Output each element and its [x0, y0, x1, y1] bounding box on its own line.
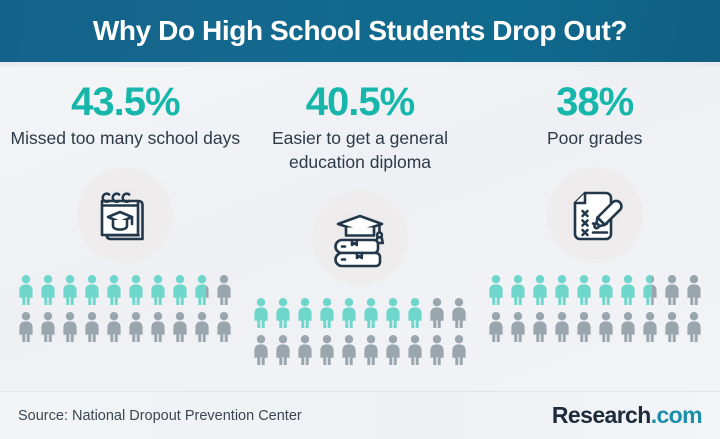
- person-icon: [662, 310, 682, 344]
- person-icon: [640, 273, 660, 307]
- person-icon: [640, 310, 660, 344]
- person-icon: [530, 273, 550, 307]
- person-icon: [596, 310, 616, 344]
- pictogram-group-2: [251, 296, 469, 367]
- pictogram-row: [251, 296, 469, 330]
- header-underline-divider: [0, 62, 720, 67]
- content-area: 43.5% Missed too many school days: [0, 67, 720, 391]
- stat-caption: Poor grades: [547, 128, 643, 148]
- pictogram-row: [16, 273, 234, 307]
- person-icon: [405, 333, 425, 367]
- logo-brand-text: Research: [551, 402, 651, 428]
- person-icon: [104, 273, 124, 307]
- person-icon: [214, 273, 234, 307]
- person-icon: [16, 273, 36, 307]
- person-icon: [684, 310, 704, 344]
- person-icon: [552, 273, 572, 307]
- person-icon: [126, 273, 146, 307]
- pictogram-row: [16, 310, 234, 344]
- person-icon: [508, 310, 528, 344]
- person-icon: [214, 310, 234, 344]
- person-icon: [552, 310, 572, 344]
- person-icon: [273, 333, 293, 367]
- person-icon: [361, 333, 381, 367]
- person-icon: [383, 333, 403, 367]
- person-icon: [486, 273, 506, 307]
- books-graduation-cap-icon: [312, 190, 408, 287]
- stat-caption: Missed too many school days: [10, 128, 241, 148]
- person-icon: [170, 273, 190, 307]
- person-icon: [126, 310, 146, 344]
- person-icon: [104, 310, 124, 344]
- person-icon: [449, 333, 469, 367]
- person-icon: [60, 273, 80, 307]
- pictogram-row: [486, 310, 704, 344]
- stat-column-missed-school-days: 43.5% Missed too many school days: [8, 77, 243, 391]
- person-icon: [339, 296, 359, 330]
- person-icon: [317, 333, 337, 367]
- research-com-logo[interactable]: Research.com: [551, 402, 703, 429]
- person-icon: [574, 310, 594, 344]
- stat-column-poor-grades: 38% Poor grades: [477, 77, 712, 391]
- person-icon: [16, 310, 36, 344]
- person-icon: [530, 310, 550, 344]
- stat-column-general-education-diploma: 40.5% Easier to get a general education …: [243, 77, 478, 391]
- person-icon: [273, 296, 293, 330]
- person-icon: [361, 296, 381, 330]
- person-icon: [618, 310, 638, 344]
- person-icon: [148, 273, 168, 307]
- person-icon: [449, 296, 469, 330]
- source-credit: Source: National Dropout Prevention Cent…: [18, 407, 302, 424]
- footer-bar: Source: National Dropout Prevention Cent…: [0, 391, 720, 439]
- person-icon: [148, 310, 168, 344]
- person-icon: [82, 310, 102, 344]
- person-icon: [405, 296, 425, 330]
- stat-percent: 38%: [556, 80, 634, 124]
- person-icon: [192, 273, 212, 307]
- person-icon: [427, 296, 447, 330]
- person-icon: [574, 273, 594, 307]
- person-icon: [192, 310, 212, 344]
- person-icon: [486, 310, 506, 344]
- logo-tld-text: .com: [650, 402, 703, 428]
- person-icon: [427, 333, 447, 367]
- person-icon: [662, 273, 682, 307]
- pictogram-row: [486, 273, 704, 307]
- stat-percent: 43.5%: [71, 80, 180, 124]
- stat-caption: Easier to get a general education diplom…: [271, 128, 449, 172]
- page-title: Why Do High School Students Drop Out?: [92, 15, 628, 46]
- pictogram-row: [251, 333, 469, 367]
- person-icon: [295, 296, 315, 330]
- person-icon: [618, 273, 638, 307]
- person-icon: [596, 273, 616, 307]
- pictogram-group-1: [16, 273, 234, 344]
- person-icon: [251, 296, 271, 330]
- person-icon: [60, 310, 80, 344]
- person-icon: [684, 273, 704, 307]
- person-icon: [383, 296, 403, 330]
- person-icon: [82, 273, 102, 307]
- person-icon: [251, 333, 271, 367]
- person-icon: [508, 273, 528, 307]
- stat-percent: 40.5%: [305, 80, 415, 124]
- pictogram-group-3: [486, 273, 704, 344]
- test-paper-pencil-icon: [546, 166, 643, 263]
- person-icon: [339, 333, 359, 367]
- person-icon: [317, 296, 337, 330]
- header-bar: Why Do High School Students Drop Out?: [0, 0, 720, 62]
- person-icon: [38, 310, 58, 344]
- stat-columns: 43.5% Missed too many school days: [0, 67, 720, 391]
- person-icon: [170, 310, 190, 344]
- person-icon: [295, 333, 315, 367]
- person-icon: [38, 273, 58, 307]
- calendar-graduation-cap-icon: [77, 166, 174, 263]
